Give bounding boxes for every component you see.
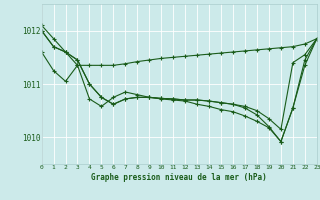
X-axis label: Graphe pression niveau de la mer (hPa): Graphe pression niveau de la mer (hPa) [91,173,267,182]
